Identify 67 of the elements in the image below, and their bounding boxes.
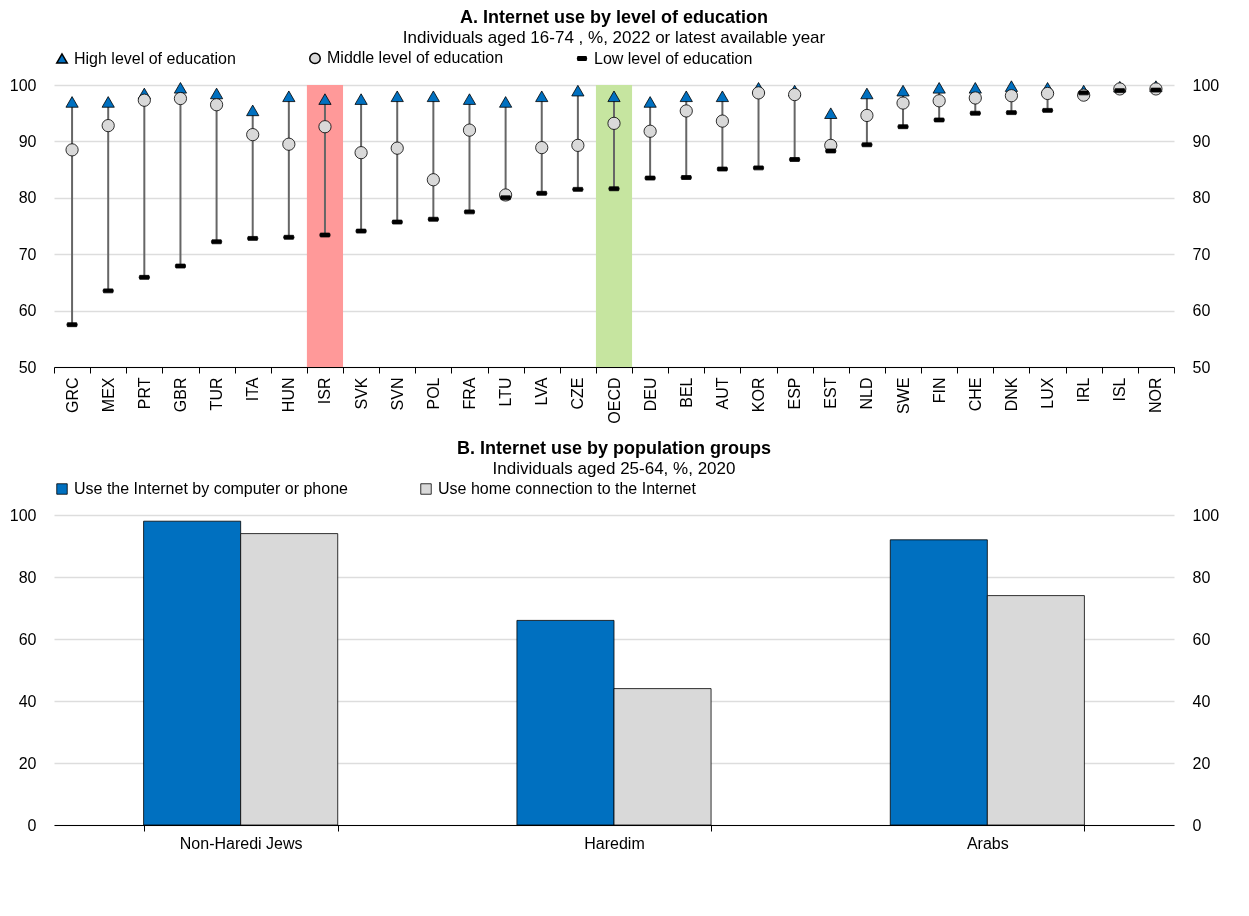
x-tick-label: HUN: [280, 377, 298, 413]
x-tick-label: CZE: [569, 377, 587, 410]
x-tick-label: Haredim: [584, 834, 645, 852]
x-tick-label: LUX: [1039, 377, 1057, 409]
x-tick-label: FRA: [460, 377, 478, 410]
x-tick-label: GRC: [63, 377, 81, 414]
y2-tick-label: 60: [1192, 630, 1211, 648]
x-tick-label: EST: [822, 377, 840, 409]
y2-tick-label: 50: [1192, 358, 1211, 376]
x-tick-label: DEU: [641, 377, 659, 412]
x-tick-label: Arabs: [966, 834, 1009, 852]
chart-subtitle: Individuals aged 16-74 , %, 2022 or latest available year: [402, 28, 826, 47]
y-tick-label: 60: [18, 302, 37, 320]
chart-title: A. Internet use by level of education: [459, 7, 769, 27]
x-tick-label: KOR: [750, 377, 768, 413]
x-tick-label: ISL: [1111, 377, 1129, 402]
x-tick-label: TUR: [208, 377, 226, 411]
y-tick-label: 40: [18, 692, 37, 710]
chart-subtitle: Individuals aged 25-64, %, 2020: [492, 459, 736, 478]
x-tick-label: SVN: [388, 377, 406, 411]
legend-label: Use the Internet by computer or phone: [74, 480, 349, 497]
x-tick-label: ITA: [244, 377, 262, 402]
x-tick-label: FIN: [930, 377, 948, 404]
y-tick-label: 80: [18, 189, 37, 207]
y-tick-label: 60: [18, 630, 37, 648]
y-tick-label: 70: [18, 245, 37, 263]
x-tick-label: ISR: [316, 377, 334, 405]
legend-label: Low level of education: [594, 49, 753, 67]
y2-tick-label: 0: [1192, 816, 1202, 834]
x-tick-label: POL: [424, 377, 442, 410]
x-tick-label: ESP: [786, 377, 804, 410]
y2-tick-label: 80: [1192, 568, 1211, 586]
x-tick-label: BEL: [677, 377, 695, 408]
y2-tick-label: 100: [1192, 76, 1220, 94]
y-tick-label: 50: [18, 358, 37, 376]
y-tick-label: 100: [9, 76, 37, 94]
y2-tick-label: 60: [1192, 302, 1211, 320]
x-tick-label: LTU: [497, 377, 515, 407]
x-tick-label: AUT: [713, 377, 731, 410]
x-tick-label: CHE: [966, 377, 984, 412]
x-tick-label: SVK: [352, 377, 370, 410]
legend-label: Middle level of education: [327, 49, 504, 67]
x-tick-label: NOR: [1147, 377, 1165, 414]
x-tick-label: DNK: [1002, 377, 1020, 412]
legend-label: Use home connection to the Internet: [438, 480, 697, 497]
y2-tick-label: 80: [1192, 189, 1211, 207]
x-tick-label: MEX: [99, 377, 117, 413]
chart-title: B. Internet use by population groups: [456, 438, 772, 458]
y-tick-label: 100: [9, 506, 37, 524]
y2-tick-label: 70: [1192, 245, 1211, 263]
x-tick-label: OECD: [605, 377, 623, 424]
x-tick-label: SWE: [894, 377, 912, 414]
y2-tick-label: 90: [1192, 132, 1211, 150]
y2-tick-label: 100: [1192, 506, 1220, 524]
x-tick-label: LVA: [533, 377, 551, 406]
x-tick-label: GBR: [171, 377, 189, 413]
x-tick-label: NLD: [858, 377, 876, 410]
y-tick-label: 0: [27, 816, 37, 834]
y-tick-label: 80: [18, 568, 37, 586]
y2-tick-label: 40: [1192, 692, 1211, 710]
x-tick-label: PRT: [135, 377, 153, 410]
y2-tick-label: 20: [1192, 754, 1211, 772]
legend-label: High level of education: [74, 49, 236, 67]
x-tick-label: IRL: [1075, 377, 1093, 403]
x-tick-label: Non-Haredi Jews: [179, 834, 303, 852]
y-tick-label: 90: [18, 132, 37, 150]
y-tick-label: 20: [18, 754, 37, 772]
